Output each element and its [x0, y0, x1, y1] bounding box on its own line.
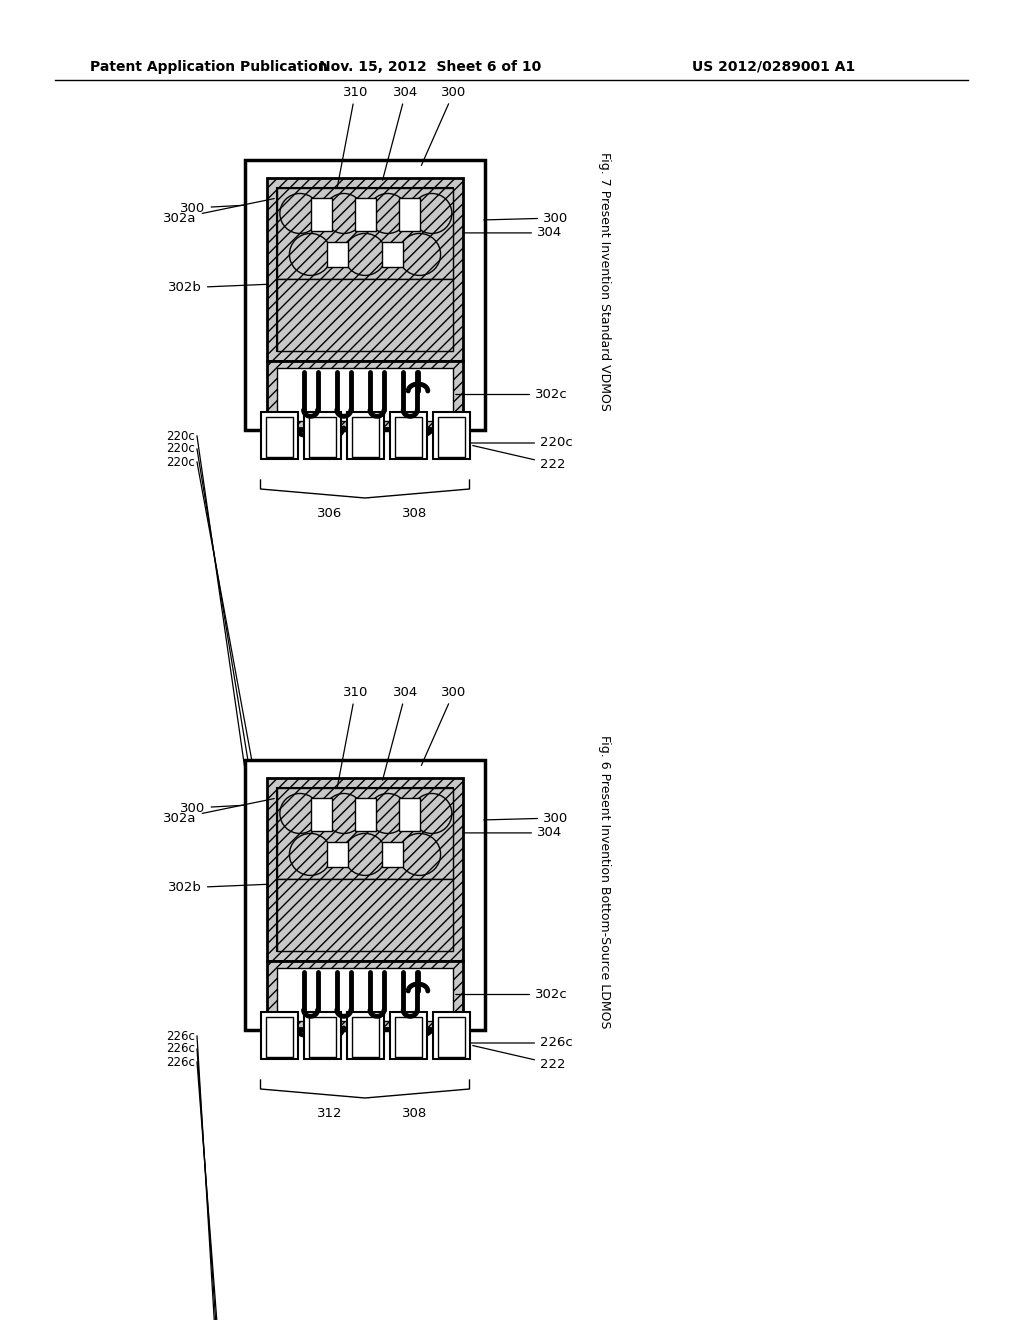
- Bar: [328, 242, 348, 267]
- Text: 308: 308: [402, 1107, 428, 1119]
- Ellipse shape: [412, 793, 452, 833]
- Bar: [351, 417, 379, 457]
- Text: 226c: 226c: [471, 1036, 572, 1049]
- Text: 310: 310: [337, 86, 368, 190]
- Text: Nov. 15, 2012  Sheet 6 of 10: Nov. 15, 2012 Sheet 6 of 10: [318, 59, 541, 74]
- Text: 302a: 302a: [163, 198, 274, 224]
- Text: 304: 304: [464, 826, 562, 840]
- Text: 312: 312: [317, 1107, 343, 1119]
- Text: 304: 304: [464, 227, 562, 239]
- Text: 302b: 302b: [168, 882, 268, 895]
- Text: 308: 308: [402, 507, 428, 520]
- Ellipse shape: [398, 833, 440, 875]
- Bar: [355, 198, 377, 231]
- Ellipse shape: [412, 194, 452, 234]
- Bar: [245, 160, 485, 430]
- Text: 300: 300: [421, 86, 466, 165]
- Bar: [265, 417, 293, 457]
- Text: Fig. 7 Present Invention Standard VDMOS: Fig. 7 Present Invention Standard VDMOS: [598, 152, 611, 411]
- Text: 300: 300: [421, 685, 466, 766]
- Bar: [437, 417, 465, 457]
- Text: 302b: 302b: [168, 281, 268, 294]
- Bar: [328, 842, 348, 867]
- Text: 222: 222: [473, 446, 565, 470]
- Bar: [382, 842, 402, 867]
- Bar: [278, 968, 453, 1020]
- Text: 220c: 220c: [166, 442, 195, 455]
- Ellipse shape: [324, 194, 364, 234]
- Bar: [278, 879, 453, 950]
- Ellipse shape: [280, 194, 319, 234]
- Ellipse shape: [344, 234, 386, 276]
- Bar: [437, 1016, 465, 1056]
- Bar: [311, 198, 333, 231]
- Bar: [346, 412, 384, 459]
- Bar: [278, 368, 453, 421]
- Ellipse shape: [368, 194, 408, 234]
- Bar: [260, 412, 298, 459]
- Bar: [399, 198, 421, 231]
- Text: 220c: 220c: [166, 455, 195, 469]
- Bar: [303, 1012, 341, 1059]
- Text: 226c: 226c: [166, 1043, 195, 1056]
- Ellipse shape: [280, 793, 319, 833]
- Bar: [245, 760, 485, 1030]
- Ellipse shape: [290, 833, 332, 875]
- Bar: [278, 187, 453, 279]
- Bar: [267, 961, 463, 1028]
- Text: 226c: 226c: [166, 1056, 195, 1068]
- Bar: [399, 799, 421, 832]
- Bar: [267, 360, 463, 428]
- Bar: [432, 1012, 469, 1059]
- Text: 220c: 220c: [166, 429, 195, 442]
- Text: 302c: 302c: [456, 388, 567, 401]
- Bar: [267, 178, 463, 360]
- Bar: [382, 242, 402, 267]
- Bar: [351, 1016, 379, 1056]
- Text: 300: 300: [180, 202, 246, 214]
- Bar: [278, 187, 453, 351]
- Text: 302a: 302a: [163, 799, 274, 825]
- Text: 304: 304: [383, 86, 419, 181]
- Bar: [394, 417, 422, 457]
- Bar: [346, 1012, 384, 1059]
- Ellipse shape: [398, 234, 440, 276]
- Text: 304: 304: [383, 685, 419, 780]
- Text: 310: 310: [337, 685, 368, 791]
- Bar: [355, 799, 377, 832]
- Bar: [308, 1016, 336, 1056]
- Bar: [394, 1016, 422, 1056]
- Bar: [432, 412, 469, 459]
- Bar: [389, 1012, 427, 1059]
- Bar: [278, 788, 453, 950]
- Bar: [265, 1016, 293, 1056]
- Text: 222: 222: [473, 1045, 565, 1071]
- Ellipse shape: [368, 793, 408, 833]
- Text: 300: 300: [483, 812, 568, 825]
- Bar: [260, 1012, 298, 1059]
- Text: Patent Application Publication: Patent Application Publication: [90, 59, 328, 74]
- Bar: [278, 788, 453, 879]
- Bar: [303, 412, 341, 459]
- Text: 226c: 226c: [166, 1030, 195, 1043]
- Bar: [311, 799, 333, 832]
- Ellipse shape: [344, 833, 386, 875]
- Text: 300: 300: [483, 211, 568, 224]
- Bar: [389, 412, 427, 459]
- Bar: [267, 777, 463, 961]
- Text: 220c: 220c: [471, 437, 572, 450]
- Text: 302c: 302c: [456, 987, 567, 1001]
- Bar: [308, 417, 336, 457]
- Text: US 2012/0289001 A1: US 2012/0289001 A1: [692, 59, 855, 74]
- Ellipse shape: [290, 234, 332, 276]
- Ellipse shape: [324, 793, 364, 833]
- Text: Fig. 6 Present Invention Bottom-Source LDMOS: Fig. 6 Present Invention Bottom-Source L…: [598, 735, 611, 1028]
- Text: 306: 306: [317, 507, 343, 520]
- Text: 300: 300: [180, 801, 246, 814]
- Bar: [278, 279, 453, 351]
